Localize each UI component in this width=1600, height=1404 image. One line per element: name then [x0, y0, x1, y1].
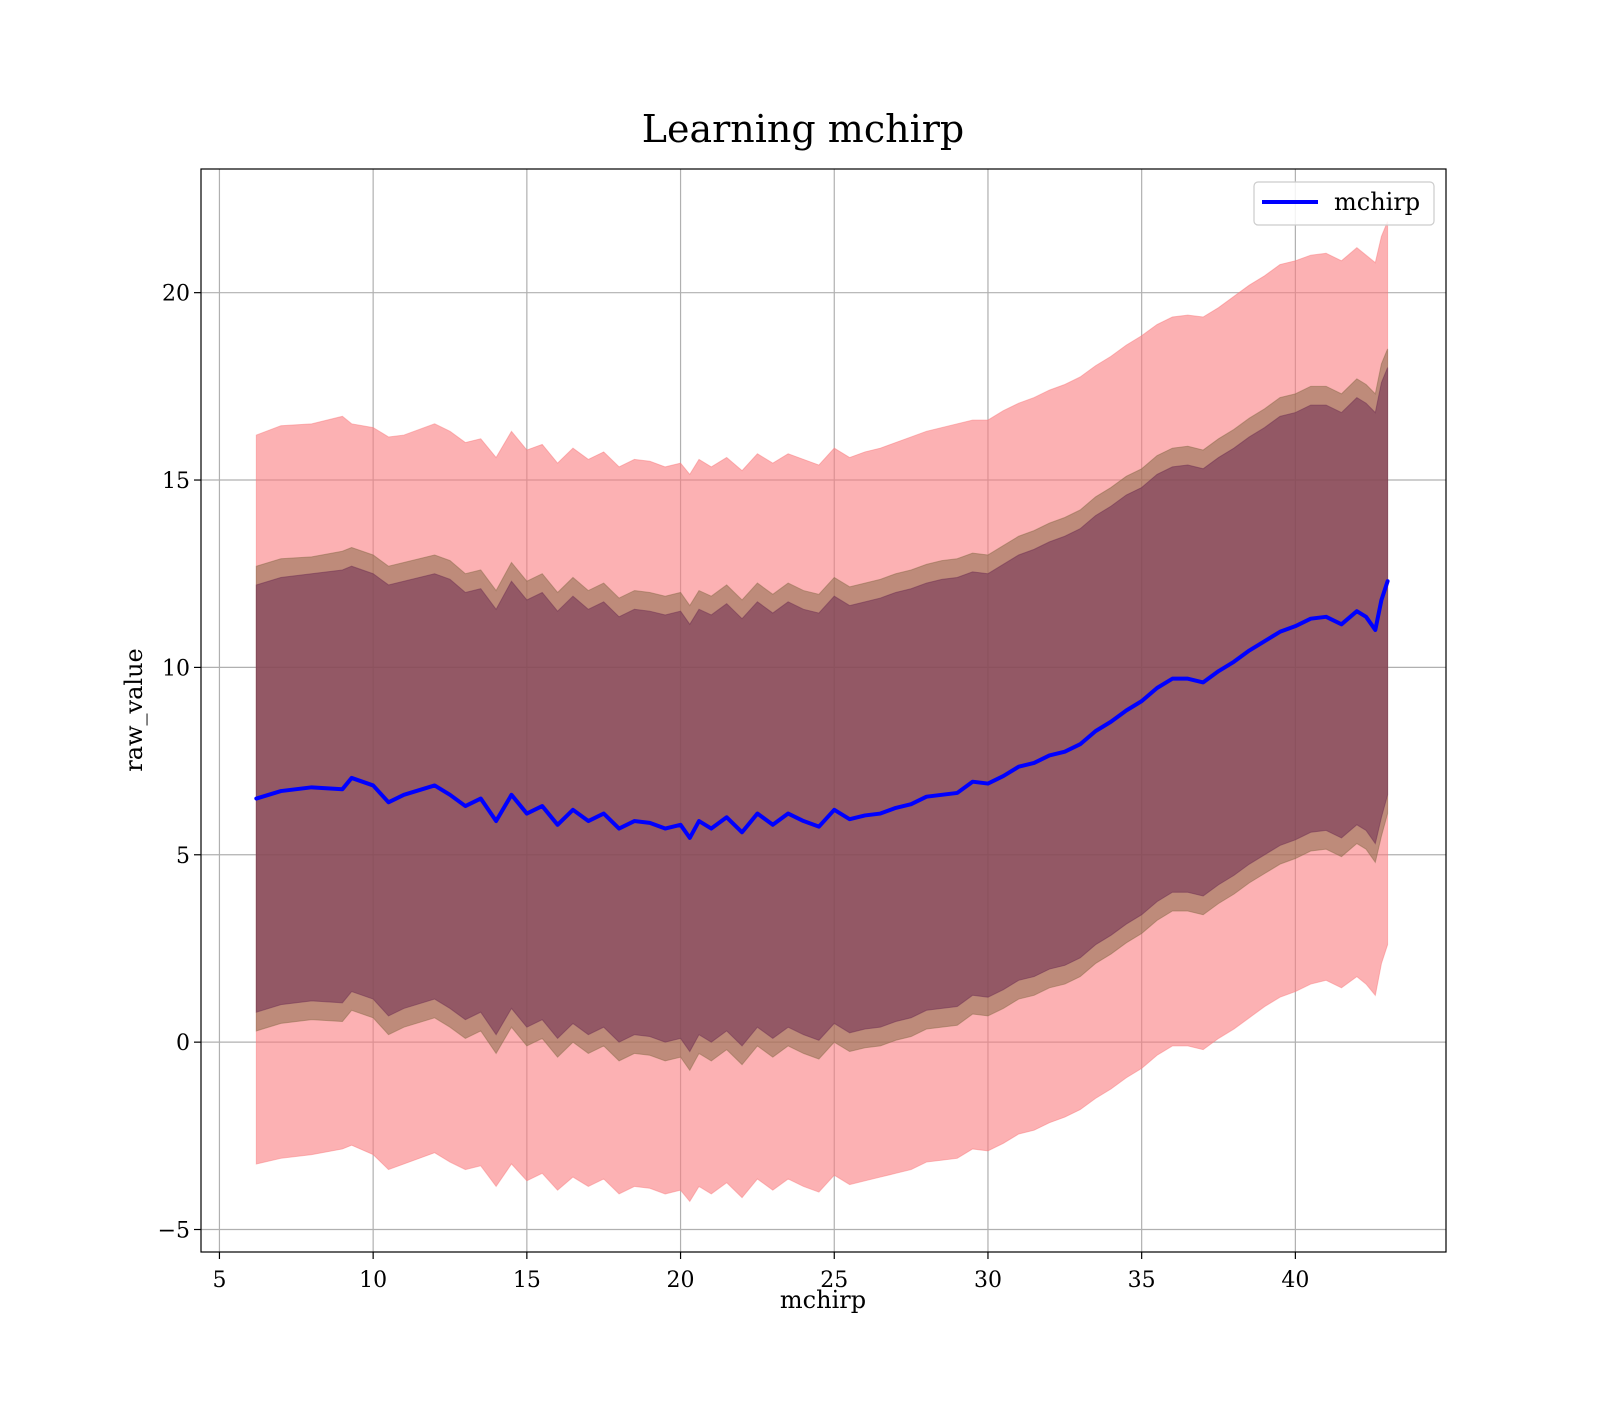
x-tick-label: 5: [212, 1268, 226, 1293]
band-inner: [255, 367, 1389, 1053]
series-lines: [254, 579, 1390, 840]
x-tick-label: 30: [974, 1268, 1002, 1293]
series-line-mchirp: [254, 579, 1390, 840]
y-tick-label: 20: [162, 282, 190, 307]
x-axis-label: mchirp: [780, 1286, 866, 1314]
legend-box: [1253, 181, 1435, 226]
x-tick-label: 10: [359, 1268, 387, 1293]
y-axis-label: raw_value: [120, 648, 148, 772]
x-tick-label: 15: [513, 1268, 541, 1293]
x-tick-label: 40: [1281, 1268, 1309, 1293]
y-tick-label: 15: [162, 469, 190, 494]
y-axis-ticks: −5 0 5 10 15 20: [158, 282, 201, 1244]
confidence-bands: [255, 221, 1389, 1203]
x-tick-label: 25: [820, 1268, 848, 1293]
y-tick-label: 0: [176, 1031, 190, 1056]
x-axis-ticks: 5 10 15 20 25 30 35 40: [212, 1252, 1309, 1293]
x-tick-label: 20: [667, 1268, 695, 1293]
legend-label: mchirp: [1334, 188, 1420, 216]
y-tick-label: 5: [176, 844, 190, 869]
chart-title: Learning mchirp: [642, 107, 964, 151]
y-tick-label: −5: [158, 1219, 190, 1244]
y-tick-label: 10: [162, 656, 190, 681]
legend: mchirp: [1253, 181, 1435, 226]
plot-frame: [200, 168, 1447, 1253]
x-tick-label: 35: [1128, 1268, 1156, 1293]
